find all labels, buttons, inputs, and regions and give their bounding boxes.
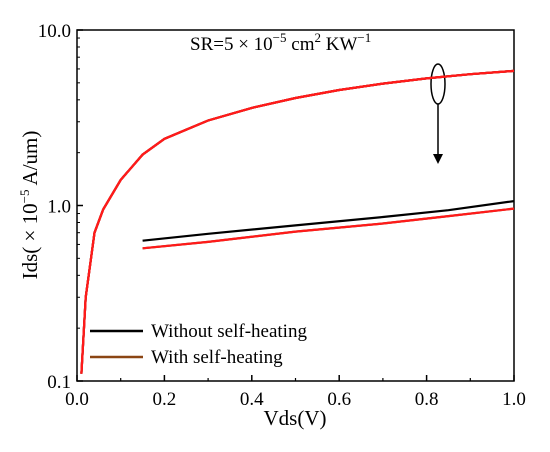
x-tick-label: 0.8: [415, 389, 439, 410]
x-tick-label: 0.0: [65, 389, 89, 410]
y-axis-label-prefix: Ids( × 10: [18, 203, 42, 279]
x-axis-label: Vds(V): [264, 406, 327, 430]
legend-label: Without self-heating: [151, 321, 307, 342]
sr-annotation-unit2: KW: [321, 34, 357, 55]
x-tick-label: 0.6: [327, 389, 351, 410]
y-tick-label: 10.0: [38, 21, 71, 42]
y-tick-label: 1.0: [47, 197, 71, 218]
sr-annotation-exp3: −1: [357, 30, 371, 45]
overlay-line-low: [142, 207, 515, 250]
overlay-line-3: [80, 69, 515, 374]
sr-annotation-exp2: 2: [314, 30, 321, 45]
x-tick-label: 1.0: [502, 389, 526, 410]
y-tick-label: 0.1: [47, 372, 71, 393]
series-layer: [80, 69, 515, 374]
x-tick-label: 0.4: [240, 389, 264, 410]
annotation-ellipse: [430, 63, 446, 105]
y-axis-label: Ids( × 10−5 A/um): [17, 131, 42, 280]
x-tick-label: 0.2: [153, 389, 177, 410]
sr-annotation-unit1: cm: [287, 34, 315, 55]
series-line-without-self-heating: [142, 200, 515, 242]
sr-annotation-prefix: SR=5 × 10: [190, 34, 273, 55]
sr-annotation-exp1: −5: [273, 30, 287, 45]
y-axis-label-exponent: −5: [17, 190, 32, 204]
y-axis-label-suffix: A/um): [18, 131, 42, 190]
annotation-arrow-head: [433, 154, 443, 164]
legend: Without self-heating With self-heating: [90, 321, 307, 368]
legend-label: With self-heating: [151, 347, 283, 368]
axis-ticks: 0.0 0.2 0.4 0.6 0.8 1.0 0.1 1.0 10.0: [38, 21, 526, 410]
sr-annotation: SR=5 × 10−5 cm2 KW−1: [190, 30, 371, 55]
